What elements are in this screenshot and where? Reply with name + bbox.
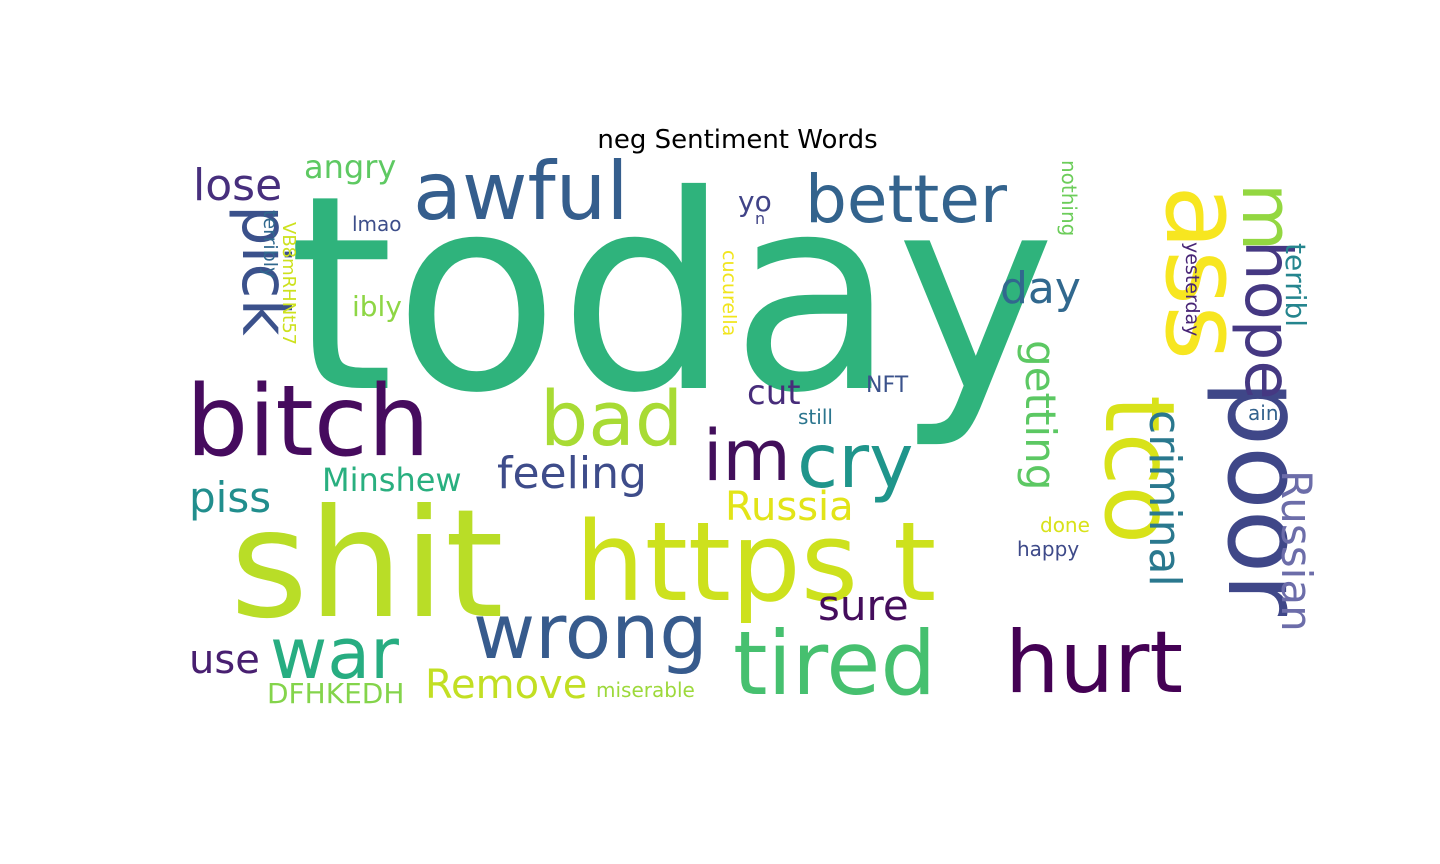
word-getting: getting (1016, 340, 1065, 490)
word-cut: cut (747, 373, 801, 413)
word-bitch: bitch (186, 365, 430, 479)
word-vb8mrhnt57: VB8mRHNt57 (278, 222, 299, 345)
word-piss: piss (189, 473, 271, 522)
word-today: today (288, 137, 1056, 452)
word-pick: pick (227, 205, 301, 336)
word-cucurella: cucurella (718, 250, 740, 336)
word-lose: lose (193, 160, 282, 211)
word-ibly: ibly (352, 290, 402, 323)
word-yo: yo (738, 185, 772, 218)
word-miserable: miserable (596, 678, 695, 702)
word-done: done (1040, 513, 1090, 537)
word-sure: sure (818, 581, 909, 630)
word-terribly: terribly (259, 210, 281, 278)
word-still: still (798, 405, 833, 429)
word-hurt: hurt (1005, 613, 1183, 713)
word-wrong: wrong (473, 587, 708, 676)
word-shit: shit (230, 478, 504, 652)
word-https-t: https t (575, 498, 936, 626)
word-nothing: nothing (1057, 160, 1081, 236)
word-m: m (1226, 183, 1308, 251)
word-awful: awful (413, 145, 629, 238)
word-nft: NFT (866, 373, 909, 398)
word-im: im (703, 415, 791, 497)
word-n: n (755, 209, 765, 228)
word-russia: Russia (725, 484, 854, 530)
word-terribl: terribl (1279, 243, 1312, 327)
word-feeling: feeling (497, 448, 647, 499)
word-war: war (270, 613, 399, 695)
word-lmao: lmao (352, 212, 402, 236)
word-happy: happy (1017, 537, 1079, 561)
word-dfhkedh: DFHKEDH (267, 677, 404, 710)
word-use: use (189, 637, 260, 683)
figure-title: neg Sentiment Words (597, 125, 878, 155)
word-poor: poor (1204, 380, 1326, 616)
word-ain: ain (1248, 401, 1279, 425)
word-day: day (1000, 263, 1081, 314)
word-ass: ass (1142, 185, 1265, 360)
word-russian: Russian (1272, 470, 1321, 632)
word-criminal: criminal (1139, 410, 1190, 587)
word-cry: cry (797, 417, 913, 505)
word-tco: tco (1083, 395, 1195, 544)
word-yesterday: yesterday (1181, 242, 1203, 336)
word-angry: angry (304, 148, 396, 186)
word-minshew: Minshew (322, 461, 462, 499)
word-bad: bad (540, 374, 683, 463)
word-better: better (805, 161, 1008, 238)
word-hope: hope (1230, 240, 1304, 400)
word-tired: tired (733, 612, 936, 715)
word-remove: Remove (425, 662, 587, 708)
